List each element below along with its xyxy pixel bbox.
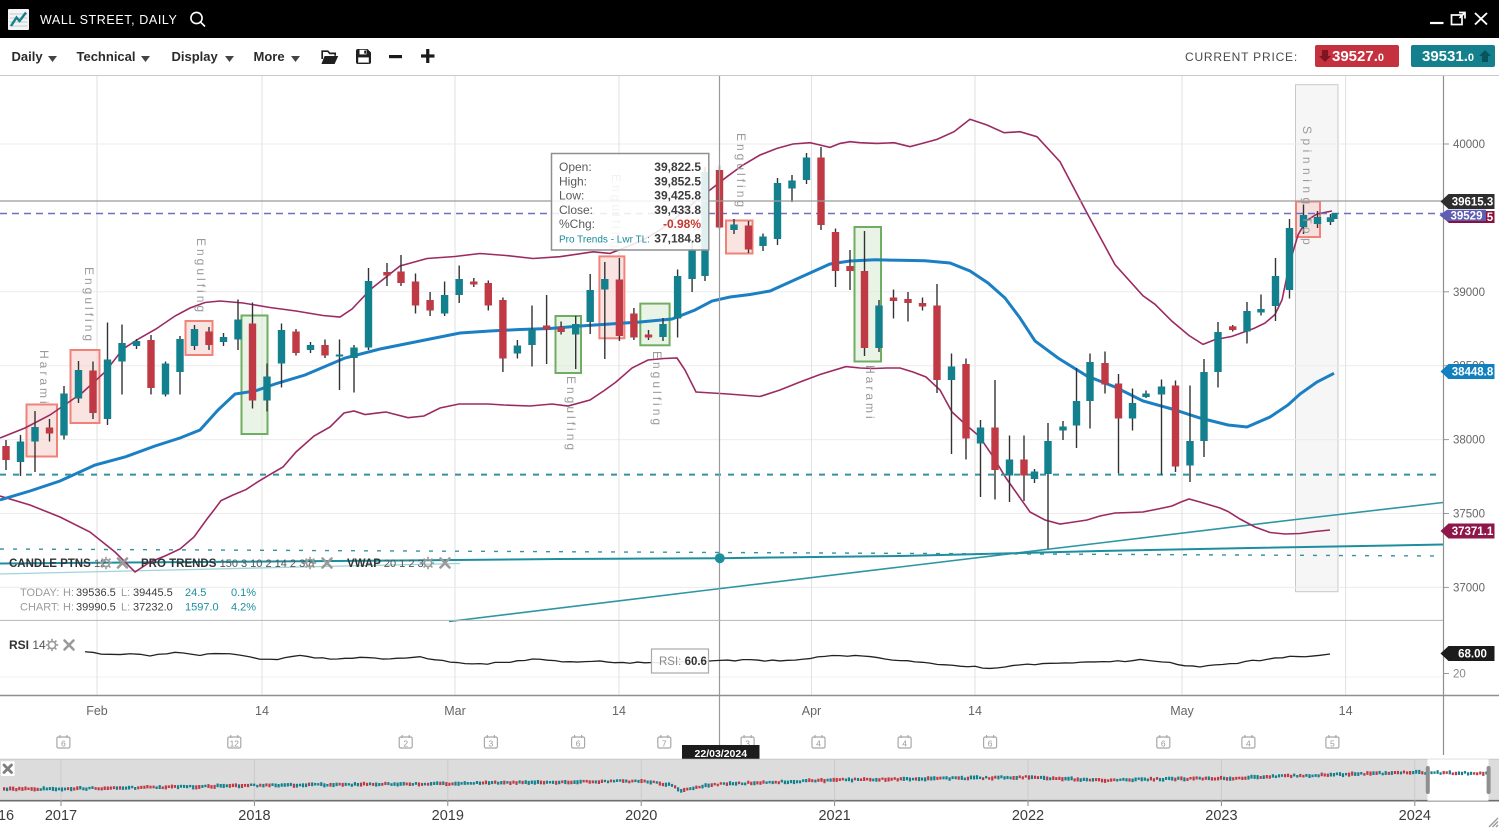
svg-text:24.5: 24.5 <box>185 587 206 599</box>
svg-text:12: 12 <box>230 739 240 749</box>
svg-text:Engulfing: Engulfing <box>194 238 208 315</box>
svg-text:Mar: Mar <box>444 704 466 718</box>
svg-text:2023: 2023 <box>1205 808 1237 824</box>
svg-text:May: May <box>1170 704 1194 718</box>
svg-text:-0.98%: -0.98% <box>663 217 701 231</box>
svg-text:Feb: Feb <box>86 704 108 718</box>
svg-text:2018: 2018 <box>238 808 270 824</box>
svg-text:Engulfing: Engulfing <box>564 376 578 453</box>
svg-text:37371.1: 37371.1 <box>1452 526 1494 538</box>
svg-text:39990.5: 39990.5 <box>76 602 116 614</box>
svg-text:37232.0: 37232.0 <box>133 602 173 614</box>
svg-text:Apr: Apr <box>802 704 821 718</box>
svg-text:2021: 2021 <box>818 808 850 824</box>
svg-text:7: 7 <box>662 739 667 749</box>
svg-text:5: 5 <box>1330 739 1335 749</box>
svg-text:2: 2 <box>403 739 408 749</box>
svg-text:14: 14 <box>968 704 982 718</box>
svg-text:4: 4 <box>1246 739 1251 749</box>
svg-text:16: 16 <box>0 808 14 824</box>
svg-text:68.00: 68.00 <box>1458 649 1487 661</box>
svg-text:2024: 2024 <box>1399 808 1431 824</box>
svg-text:2020: 2020 <box>625 808 657 824</box>
svg-text:40000: 40000 <box>1453 139 1485 151</box>
svg-text:37000: 37000 <box>1453 582 1485 594</box>
svg-text:37500: 37500 <box>1453 509 1485 521</box>
svg-text:6: 6 <box>988 739 993 749</box>
svg-text:H:: H: <box>63 602 74 614</box>
svg-text:37,184.8: 37,184.8 <box>654 232 701 246</box>
svg-text:2017: 2017 <box>45 808 77 824</box>
svg-text:14: 14 <box>1339 704 1353 718</box>
svg-text:1597.0: 1597.0 <box>185 602 219 614</box>
svg-text:4.2%: 4.2% <box>231 602 256 614</box>
svg-text:14: 14 <box>255 704 269 718</box>
svg-text:22/03/2024: 22/03/2024 <box>695 748 748 760</box>
svg-text:38448.8: 38448.8 <box>1452 367 1494 379</box>
svg-text:39,433.8: 39,433.8 <box>654 203 701 217</box>
svg-text:VWAP 20 1 2 3: VWAP 20 1 2 3 <box>347 558 424 570</box>
svg-text:2022: 2022 <box>1012 808 1044 824</box>
svg-text:39445.5: 39445.5 <box>133 587 173 599</box>
svg-text:39536.5: 39536.5 <box>76 587 116 599</box>
svg-text:3: 3 <box>489 739 494 749</box>
svg-text:3: 3 <box>745 739 750 749</box>
svg-text:PRO TRENDS 150 3 10 2 14 2 3 8: PRO TRENDS 150 3 10 2 14 2 3 8 <box>141 558 314 570</box>
svg-text:RSI 14: RSI 14 <box>9 638 46 652</box>
svg-text:39615.3: 39615.3 <box>1452 197 1494 209</box>
svg-text:39,822.5: 39,822.5 <box>654 160 701 174</box>
svg-text:39000: 39000 <box>1453 287 1485 299</box>
svg-text:%Chg:: %Chg: <box>559 217 595 231</box>
svg-text:Close:: Close: <box>559 203 593 217</box>
svg-text:H:: H: <box>63 587 74 599</box>
svg-text:CHART:: CHART: <box>20 602 60 614</box>
svg-text:Engulfing: Engulfing <box>734 133 748 210</box>
svg-text:Engulfing: Engulfing <box>650 351 664 428</box>
svg-text:0.1%: 0.1% <box>231 587 256 599</box>
svg-text:38000: 38000 <box>1453 435 1485 447</box>
svg-text:39529: 39529 <box>1451 210 1483 222</box>
svg-text:39,425.8: 39,425.8 <box>654 189 701 203</box>
svg-text:Harami: Harami <box>37 350 51 407</box>
svg-text:20: 20 <box>1453 669 1466 681</box>
svg-text:14: 14 <box>612 704 626 718</box>
svg-text:Pro Trends - Lwr TL:: Pro Trends - Lwr TL: <box>559 235 650 246</box>
svg-text:4: 4 <box>816 739 821 749</box>
svg-text:Spinning Top: Spinning Top <box>1300 126 1314 249</box>
svg-text:Open:: Open: <box>559 160 592 174</box>
svg-text:4: 4 <box>902 739 907 749</box>
svg-text:2019: 2019 <box>432 808 464 824</box>
svg-text:39,852.5: 39,852.5 <box>654 174 701 188</box>
svg-text:6: 6 <box>1161 739 1166 749</box>
svg-text:L:: L: <box>121 587 130 599</box>
svg-text:6: 6 <box>61 739 66 749</box>
svg-text:Low:: Low: <box>559 189 584 203</box>
svg-text:L:: L: <box>121 602 130 614</box>
svg-text:RSI: 60.6: RSI: 60.6 <box>659 656 707 668</box>
svg-text:TODAY:: TODAY: <box>20 587 59 599</box>
svg-text:Harami: Harami <box>863 365 877 422</box>
svg-text:Engulfing: Engulfing <box>82 267 96 344</box>
svg-text:6: 6 <box>576 739 581 749</box>
svg-text:High:: High: <box>559 174 587 188</box>
svg-text:5: 5 <box>1487 212 1494 224</box>
svg-text:CANDLE PTNS 12: CANDLE PTNS 12 <box>9 558 106 570</box>
